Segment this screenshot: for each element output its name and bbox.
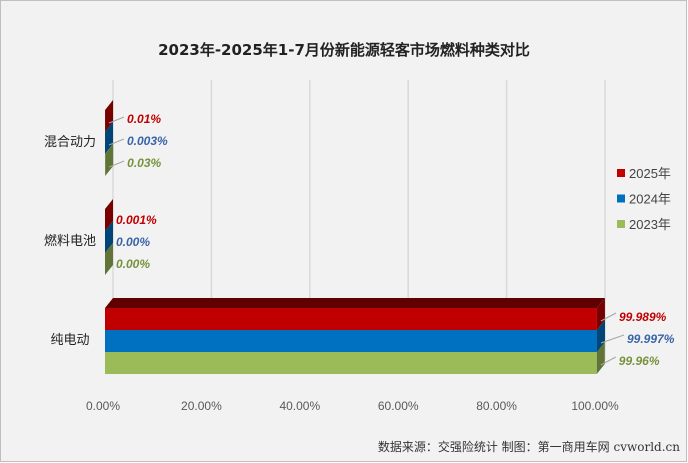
data-label: 0.03% [127, 156, 161, 170]
x-tick-label: 100.00% [571, 399, 619, 413]
category-label: 纯电动 [50, 333, 89, 348]
bar-side [596, 320, 605, 352]
legend-label: 2024年 [629, 192, 671, 207]
legend-swatch [617, 220, 625, 228]
bar-top [105, 298, 605, 308]
leader-line [108, 160, 125, 168]
data-label: 0.00% [116, 257, 150, 271]
data-label: 0.003% [127, 134, 168, 148]
legend-swatch [617, 169, 625, 177]
x-tick-label: 40.00% [279, 399, 320, 413]
bar-front [105, 308, 597, 330]
data-label: 99.96% [619, 354, 660, 368]
category-label: 混合动力 [44, 135, 96, 150]
x-tick-label: 20.00% [181, 399, 222, 413]
x-tick-label: 60.00% [378, 399, 419, 413]
bar-front [105, 352, 597, 374]
bar-side [105, 144, 114, 176]
leader-line [600, 334, 625, 344]
data-label: 0.01% [127, 112, 161, 126]
leader-line [600, 312, 617, 322]
bar-side [105, 243, 113, 275]
bar-side [105, 221, 113, 253]
source-note: 数据来源：交强险统计 制图：第一商用车网 cvworld.cn [378, 439, 680, 454]
legend-label: 2025年 [629, 166, 671, 181]
bar-side [105, 100, 114, 132]
data-label: 99.997% [627, 332, 675, 346]
data-label: 0.00% [116, 235, 150, 249]
leader-line [600, 356, 617, 366]
chart-title: 2023年-2025年1-7月份新能源轻客市场燃料种类对比 [158, 41, 530, 59]
bar-side [105, 199, 114, 231]
legend-label: 2023年 [629, 217, 671, 232]
data-label: 0.001% [116, 213, 157, 227]
bar-front [105, 330, 597, 352]
category-label: 燃料电池 [44, 233, 96, 249]
leader-line [108, 116, 125, 124]
x-tick-label: 0.00% [86, 399, 120, 413]
data-label: 99.989% [619, 310, 667, 324]
bar-side [105, 122, 114, 154]
bar-side [596, 342, 605, 374]
legend-swatch [617, 194, 625, 203]
leader-line [108, 138, 125, 146]
bar-side [596, 298, 605, 330]
x-tick-label: 80.00% [476, 399, 517, 413]
